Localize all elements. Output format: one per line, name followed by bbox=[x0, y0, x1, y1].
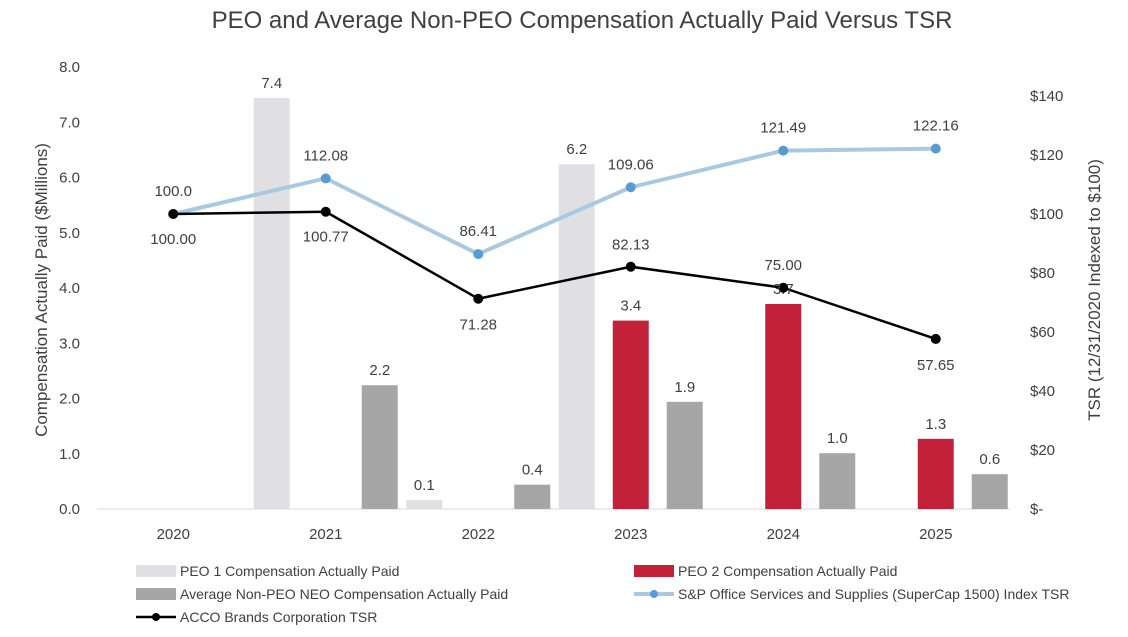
bar-data-label: 7.4 bbox=[261, 75, 282, 92]
y-tick-label: 0.0 bbox=[59, 501, 80, 518]
line-data-label: 75.00 bbox=[764, 257, 802, 274]
x-tick-label: 2020 bbox=[157, 526, 190, 543]
line-point bbox=[930, 333, 941, 344]
legend-marker bbox=[152, 613, 160, 621]
tsr-line bbox=[173, 210, 937, 341]
bar bbox=[514, 484, 551, 509]
y-axis-title: Compensation Actually Paid ($Millions) bbox=[32, 143, 51, 437]
x-tick-label: 2023 bbox=[614, 526, 647, 543]
y2-tick-label: $100 bbox=[1030, 206, 1063, 223]
line-point bbox=[930, 143, 941, 154]
y2-tick-label: $140 bbox=[1030, 88, 1063, 105]
x-tick-label: 2025 bbox=[919, 526, 952, 543]
bar-data-label: 6.2 bbox=[566, 141, 587, 158]
bar-series-group bbox=[253, 97, 1008, 510]
bar-data-label: 0.6 bbox=[979, 451, 1000, 468]
y-tick-label: 6.0 bbox=[59, 170, 80, 187]
legend: PEO 1 Compensation Actually Paid PEO 2 Co… bbox=[136, 563, 1069, 625]
line-data-label: 100.0 bbox=[154, 183, 192, 200]
line-data-label: 121.49 bbox=[760, 120, 806, 137]
legend-marker bbox=[650, 590, 658, 598]
line-point bbox=[473, 249, 484, 260]
bar-data-label: 3.7 bbox=[773, 281, 794, 298]
bar-data-label: 1.9 bbox=[674, 379, 695, 396]
line-data-label: 71.28 bbox=[459, 317, 497, 334]
x-tick-label: 2024 bbox=[767, 526, 800, 543]
bar bbox=[971, 474, 1008, 509]
y2-tick-label: $40 bbox=[1030, 383, 1055, 400]
bar bbox=[361, 385, 398, 509]
y2-tick-label: $- bbox=[1030, 501, 1043, 518]
bar bbox=[558, 164, 595, 510]
bar-data-label: 0.4 bbox=[522, 462, 543, 479]
legend-swatch bbox=[136, 588, 176, 600]
line-point bbox=[473, 293, 484, 304]
line-point bbox=[168, 209, 179, 219]
line-data-label: 86.41 bbox=[459, 223, 497, 240]
line-point bbox=[320, 206, 331, 217]
legend-entry: S&P Office Services and Supplies (SuperC… bbox=[678, 586, 1069, 602]
legend-swatch bbox=[634, 565, 674, 577]
line-data-label: 122.16 bbox=[913, 118, 959, 135]
y-axis-ticks: 0.0 1.0 2.0 3.0 4.0 5.0 6.0 7.0 8.0 bbox=[59, 59, 80, 518]
line-point bbox=[625, 261, 636, 272]
bar-data-label: 1.0 bbox=[827, 430, 848, 447]
bar bbox=[253, 97, 290, 509]
line-data-label: 109.06 bbox=[608, 156, 654, 173]
legend-entry: PEO 1 Compensation Actually Paid bbox=[180, 563, 399, 579]
y2-axis-title: TSR (12/31/2020 Indexed to $100) bbox=[1085, 159, 1104, 421]
bar bbox=[406, 500, 443, 509]
line-data-label: 82.13 bbox=[612, 237, 650, 254]
y-tick-label: 8.0 bbox=[59, 59, 80, 76]
bar bbox=[612, 320, 649, 509]
line-data-label: 100.77 bbox=[303, 229, 349, 246]
line-data-label: 57.65 bbox=[917, 357, 955, 374]
legend-entry: PEO 2 Compensation Actually Paid bbox=[678, 563, 897, 579]
line-series-group bbox=[168, 143, 941, 344]
line-point bbox=[778, 145, 789, 156]
bar-data-label: 2.2 bbox=[369, 362, 390, 379]
y2-tick-label: $80 bbox=[1030, 265, 1055, 282]
x-tick-label: 2021 bbox=[309, 526, 342, 543]
chart-title: PEO and Average Non-PEO Compensation Act… bbox=[212, 7, 953, 34]
y-tick-label: 2.0 bbox=[59, 391, 80, 408]
y-tick-label: 4.0 bbox=[59, 280, 80, 297]
line-data-label: 100.00 bbox=[150, 231, 196, 248]
line-point bbox=[778, 282, 789, 293]
legend-entry: Average Non-PEO NEO Compensation Actuall… bbox=[180, 586, 508, 602]
line-point bbox=[625, 182, 636, 193]
bar-data-label: 3.4 bbox=[620, 298, 641, 315]
bar bbox=[819, 453, 856, 509]
legend-swatch bbox=[136, 565, 176, 577]
x-axis-ticks: 2020 2021 2022 2023 2024 2025 bbox=[157, 526, 953, 543]
line-point bbox=[320, 173, 331, 184]
tsr-line bbox=[172, 146, 936, 257]
bar bbox=[765, 304, 802, 509]
y2-tick-label: $60 bbox=[1030, 324, 1055, 341]
bar-data-label: 0.1 bbox=[414, 477, 435, 494]
y2-axis-ticks: $- $20 $40 $60 $80 $100 $120 $140 bbox=[1030, 88, 1063, 518]
y-tick-label: 7.0 bbox=[59, 114, 80, 131]
y-tick-label: 1.0 bbox=[59, 446, 80, 463]
y-tick-label: 5.0 bbox=[59, 225, 80, 242]
y2-tick-label: $20 bbox=[1030, 442, 1055, 459]
x-tick-label: 2022 bbox=[462, 526, 495, 543]
bar bbox=[666, 401, 703, 509]
legend-entry: ACCO Brands Corporation TSR bbox=[180, 609, 377, 625]
line-data-label: 112.08 bbox=[303, 147, 348, 164]
data-labels-group: 7.4 0.1 6.2 3.4 3.7 1.3 2.2 0.4 1.9 1.0 0.6 100.0 11… bbox=[150, 75, 1000, 494]
bar-data-label: 1.3 bbox=[925, 416, 946, 433]
y-tick-label: 3.0 bbox=[59, 335, 80, 352]
bar bbox=[917, 438, 954, 509]
y2-tick-label: $120 bbox=[1030, 147, 1063, 164]
